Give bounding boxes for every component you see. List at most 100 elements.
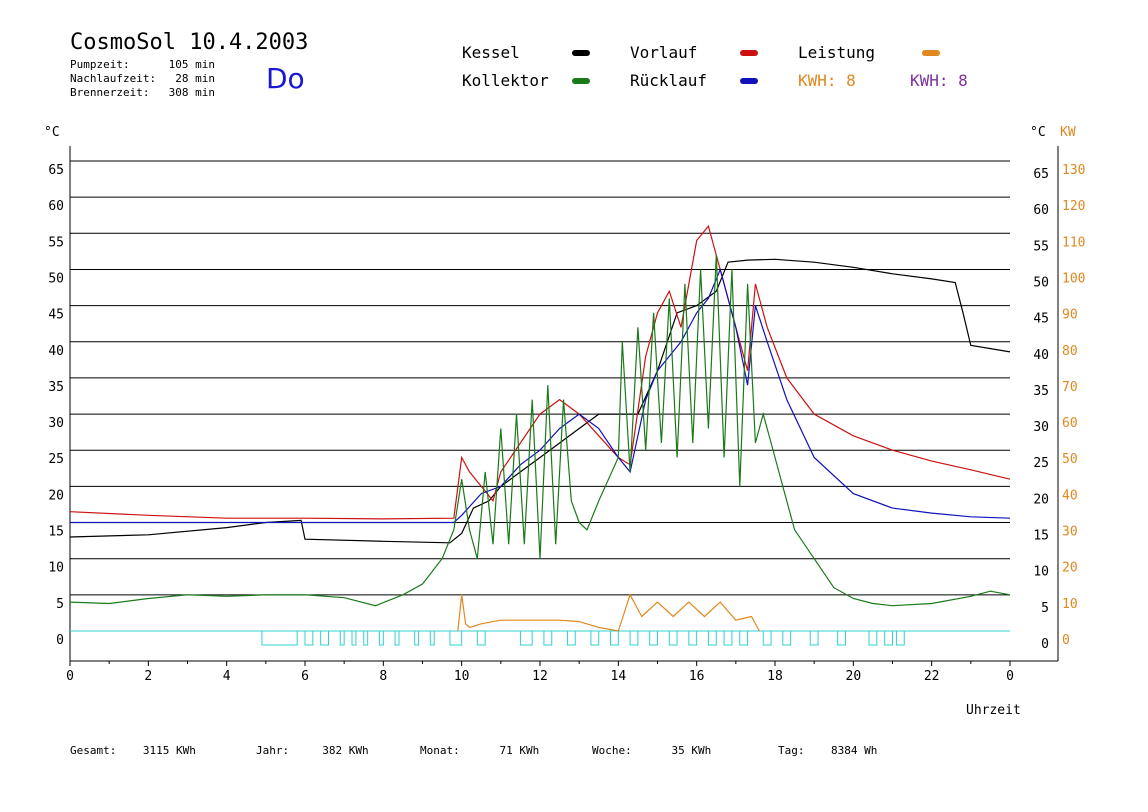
legend-ruecklauf-swatch (740, 78, 758, 84)
legend-leistung: Leistung (798, 43, 876, 62)
x-tick-label: 4 (223, 669, 231, 684)
footer-jahr: Jahr: 382 KWh (256, 744, 369, 757)
y-tick-label-left: 55 (48, 235, 64, 250)
pump-interval (762, 630, 772, 646)
legend-kessel-swatch (572, 50, 590, 56)
pump-interval (429, 630, 435, 646)
y-tick-label-left: 20 (48, 488, 64, 503)
pump-interval (610, 630, 619, 646)
pump-interval (449, 630, 463, 646)
pump-interval (320, 630, 329, 646)
legend-leistung-swatch (922, 50, 940, 56)
y-tick-label-left: 10 (48, 561, 64, 576)
y-tick-label-power: 110 (1062, 235, 1085, 250)
y-tick-label-right: 60 (1033, 203, 1049, 218)
pump-interval (543, 630, 553, 646)
pump-interval (363, 630, 369, 646)
y-tick-label-power: 90 (1062, 308, 1078, 323)
y-tick-label-left: 25 (48, 452, 64, 467)
pump-interval (837, 630, 847, 646)
kollektor-line (69, 254, 1011, 607)
x-tick-label: 6 (301, 669, 309, 684)
y-tick-label-power: 100 (1062, 271, 1085, 286)
y-tick-label-power: 20 (1062, 561, 1078, 576)
pump-interval (414, 630, 420, 646)
y-axis-unit-power: KW (1060, 125, 1076, 140)
pump-interval (339, 630, 345, 646)
legend-vorlauf-swatch (740, 50, 758, 56)
x-tick-label: 14 (611, 669, 627, 684)
footer-gesamt: Gesamt: 3115 KWh (70, 744, 196, 757)
x-tick-label: 0 (1006, 669, 1014, 684)
pump-interval (895, 630, 905, 646)
pump-interval (739, 630, 749, 646)
legend-kessel: Kessel (462, 43, 520, 62)
x-tick-label: 10 (454, 669, 470, 684)
stat-brennerzeit: Brennerzeit: 308 min (70, 86, 215, 99)
pump-interval (688, 630, 698, 646)
y-tick-label-left: 35 (48, 380, 64, 395)
pump-interval (707, 630, 717, 646)
pump-interval (723, 630, 733, 646)
y-tick-label-left: 40 (48, 344, 64, 359)
x-tick-label: 0 (66, 669, 74, 684)
y-tick-label-power: 10 (1062, 597, 1078, 612)
legend-vorlauf: Vorlauf (630, 43, 698, 62)
pump-interval (884, 630, 894, 646)
legend-kwh-orange: KWH: 8 (798, 71, 856, 90)
y-tick-label-left: 15 (48, 525, 64, 540)
y-tick-label-right: 50 (1033, 275, 1049, 290)
y-tick-label-power: 60 (1062, 416, 1078, 431)
legend-ruecklauf: Rücklauf (630, 71, 708, 90)
legend-kwh-purple: KWH: 8 (910, 71, 968, 90)
x-tick-label: 18 (767, 669, 783, 684)
pump-interval (590, 630, 600, 646)
y-tick-label-power: 130 (1062, 163, 1085, 178)
stat-pumpzeit: Pumpzeit: 105 min (70, 58, 215, 71)
y-tick-label-power: 50 (1062, 452, 1078, 467)
y-tick-label-left: 65 (48, 163, 64, 178)
pump-interval (261, 630, 298, 646)
pump-interval (649, 630, 659, 646)
x-tick-label: 12 (532, 669, 548, 684)
footer-woche: Woche: 35 KWh (592, 744, 712, 757)
y-tick-label-power: 30 (1062, 525, 1078, 540)
pump-interval (304, 630, 314, 646)
pump-interval (476, 630, 486, 646)
y-tick-label-right: 40 (1033, 348, 1049, 363)
y-tick-label-left: 60 (48, 199, 64, 214)
y-tick-label-power: 70 (1062, 380, 1078, 395)
legend-kollektor-swatch (572, 78, 590, 84)
x-tick-label: 2 (144, 669, 152, 684)
x-tick-label: 22 (924, 669, 940, 684)
y-tick-label-right: 45 (1033, 312, 1049, 327)
pump-interval (378, 630, 384, 646)
y-tick-label-power: 120 (1062, 199, 1085, 214)
pump-interval (809, 630, 819, 646)
y-axis-unit-right: °C (1030, 125, 1046, 140)
pump-interval (519, 630, 533, 646)
y-tick-label-right: 0 (1041, 637, 1049, 652)
y-tick-label-right: 35 (1033, 384, 1049, 399)
y-tick-label-right: 5 (1041, 601, 1049, 616)
pump-interval (782, 630, 792, 646)
stat-nachlaufzeit: Nachlaufzeit: 28 min (70, 72, 215, 85)
y-tick-label-power: 40 (1062, 488, 1078, 503)
y-tick-label-right: 25 (1033, 456, 1049, 471)
x-tick-label: 20 (846, 669, 862, 684)
y-tick-label-left: 0 (56, 633, 64, 648)
y-tick-label-right: 30 (1033, 420, 1049, 435)
pump-interval (868, 630, 878, 646)
y-tick-label-power: 0 (1062, 633, 1070, 648)
x-tick-label: 16 (689, 669, 705, 684)
y-tick-label-power: 80 (1062, 344, 1078, 359)
x-axis-title: Uhrzeit (966, 703, 1021, 718)
y-tick-label-right: 10 (1033, 565, 1049, 580)
pump-interval (668, 630, 678, 646)
x-tick-label: 8 (379, 669, 387, 684)
y-axis-unit-left: °C (44, 125, 60, 140)
weekday-label: Do (266, 62, 305, 95)
pump-interval (629, 630, 639, 646)
kessel-line (69, 258, 1011, 544)
